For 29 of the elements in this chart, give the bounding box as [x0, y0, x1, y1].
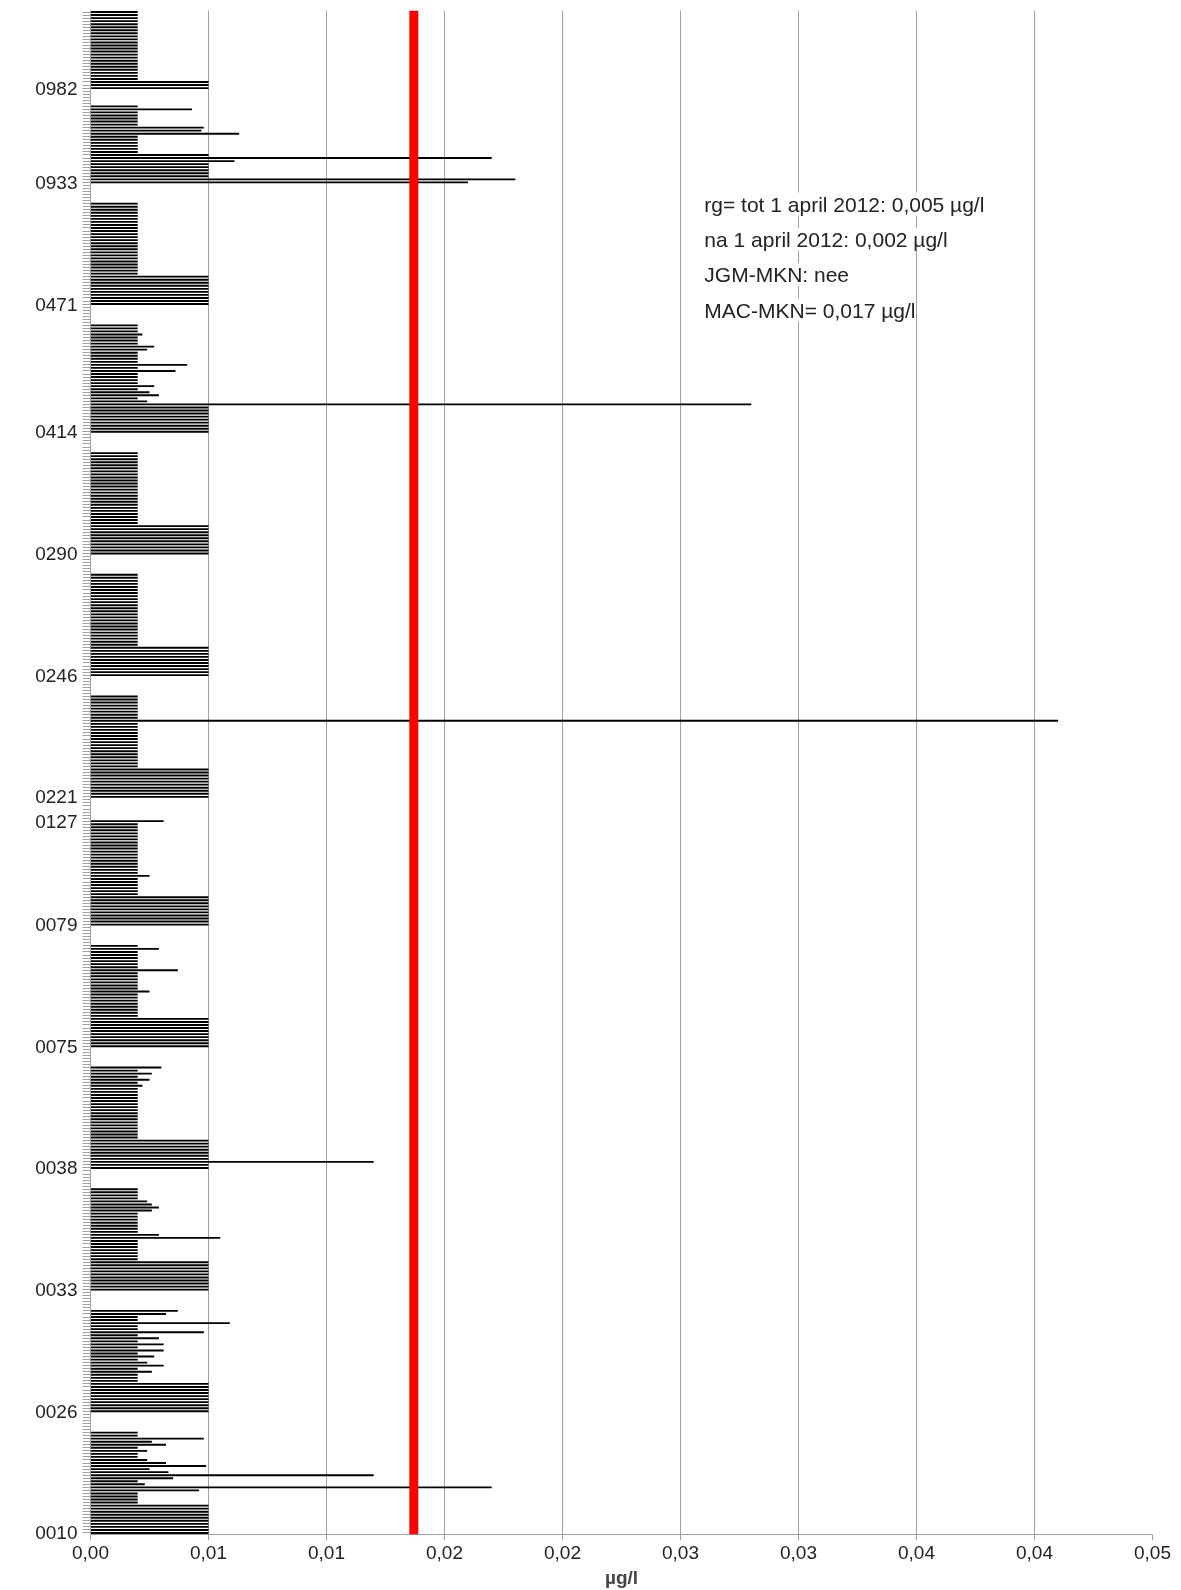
- y-tick-label: 0221: [35, 786, 78, 808]
- x-tick-label: 0,02: [426, 1541, 463, 1563]
- annotation: MAC-MKN= 0,017 µg/l: [704, 298, 916, 322]
- annotation: rg= tot 1 april 2012: 0,005 µg/l: [704, 192, 985, 216]
- x-axis-title: µg/l: [604, 1566, 639, 1588]
- x-tick-label: 0,00: [72, 1541, 109, 1563]
- x-tick-label: 0,01: [190, 1541, 227, 1563]
- x-tick-label: 0,01: [308, 1541, 345, 1563]
- x-tick-label: 0,05: [1134, 1541, 1171, 1563]
- x-tick-label: 0,03: [662, 1541, 699, 1563]
- y-tick-label: 0471: [35, 293, 78, 315]
- y-tick-label: 0127: [35, 810, 78, 832]
- x-tick-label: 0,04: [1016, 1541, 1054, 1563]
- x-tick-label: 0,04: [898, 1541, 936, 1563]
- y-tick-label: 0038: [35, 1157, 78, 1179]
- y-tick-label: 0075: [35, 1035, 78, 1057]
- annotation: na 1 april 2012: 0,002 µg/l: [704, 227, 948, 251]
- y-tick-label: 0079: [35, 914, 78, 936]
- annotation: JGM-MKN: nee: [704, 263, 850, 287]
- y-tick-label: 0933: [35, 171, 78, 193]
- y-tick-label: 0414: [35, 421, 78, 443]
- y-tick-label: 0290: [35, 542, 78, 564]
- x-tick-label: 0,02: [544, 1541, 581, 1563]
- y-tick-label: 0026: [35, 1400, 78, 1422]
- y-tick-label: 0246: [35, 664, 78, 686]
- x-tick-label: 0,03: [780, 1541, 817, 1563]
- y-tick-label: 0982: [35, 77, 78, 99]
- y-tick-label: 0010: [35, 1522, 78, 1544]
- y-tick-label: 0033: [35, 1279, 78, 1301]
